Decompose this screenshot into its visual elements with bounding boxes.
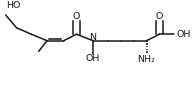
Text: OH: OH	[86, 54, 100, 63]
Text: N: N	[90, 33, 97, 41]
Text: HO: HO	[7, 1, 21, 10]
Text: NH₂: NH₂	[138, 55, 156, 64]
Text: OH: OH	[176, 30, 190, 39]
Text: O: O	[73, 12, 80, 21]
Text: O: O	[156, 12, 163, 21]
